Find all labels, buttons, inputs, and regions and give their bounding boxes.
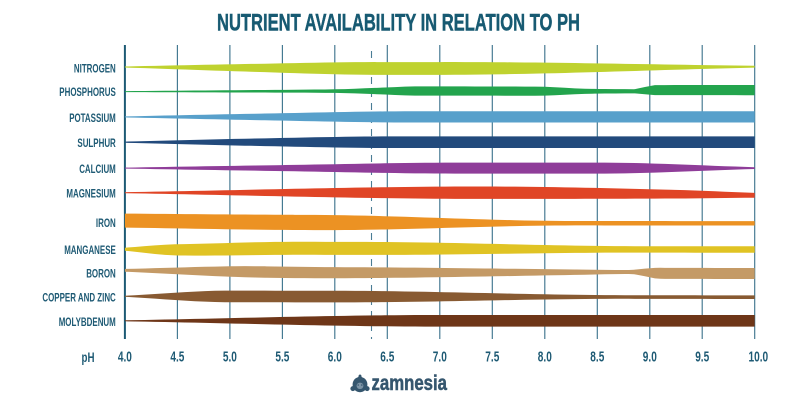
svg-text:7.5: 7.5 [485, 349, 499, 366]
svg-text:PHOSPHORUS: PHOSPHORUS [59, 85, 116, 99]
svg-text:NITROGEN: NITROGEN [74, 62, 116, 76]
svg-text:SULPHUR: SULPHUR [77, 136, 116, 150]
svg-text:4.0: 4.0 [118, 349, 132, 366]
svg-text:MAGNESIUM: MAGNESIUM [66, 187, 115, 201]
svg-text:NUTRIENT AVAILABILITY IN RELAT: NUTRIENT AVAILABILITY IN RELATION TO PH [217, 10, 580, 37]
svg-text:4.5: 4.5 [170, 349, 184, 366]
svg-text:8.5: 8.5 [590, 349, 604, 366]
svg-text:5.5: 5.5 [275, 349, 289, 366]
svg-text:10.0: 10.0 [748, 349, 768, 366]
svg-text:POTASSIUM: POTASSIUM [69, 111, 116, 125]
svg-text:BORON: BORON [86, 266, 116, 280]
svg-text:pH: pH [82, 349, 95, 365]
svg-text:6.0: 6.0 [328, 349, 342, 366]
svg-text:5.0: 5.0 [223, 349, 237, 366]
svg-text:COPPER AND ZINC: COPPER AND ZINC [42, 291, 116, 305]
svg-text:CALCIUM: CALCIUM [79, 162, 116, 176]
svg-text:8.0: 8.0 [538, 349, 552, 366]
svg-text:MANGANESE: MANGANESE [64, 243, 116, 257]
svg-text:zamnesia: zamnesia [372, 372, 448, 395]
svg-text:IRON: IRON [96, 216, 116, 230]
svg-text:9.0: 9.0 [643, 349, 657, 366]
svg-text:6.5: 6.5 [380, 349, 394, 366]
svg-text:7.0: 7.0 [433, 349, 447, 366]
svg-text:MOLYBDENUM: MOLYBDENUM [59, 315, 116, 329]
svg-text:9.5: 9.5 [695, 349, 709, 366]
